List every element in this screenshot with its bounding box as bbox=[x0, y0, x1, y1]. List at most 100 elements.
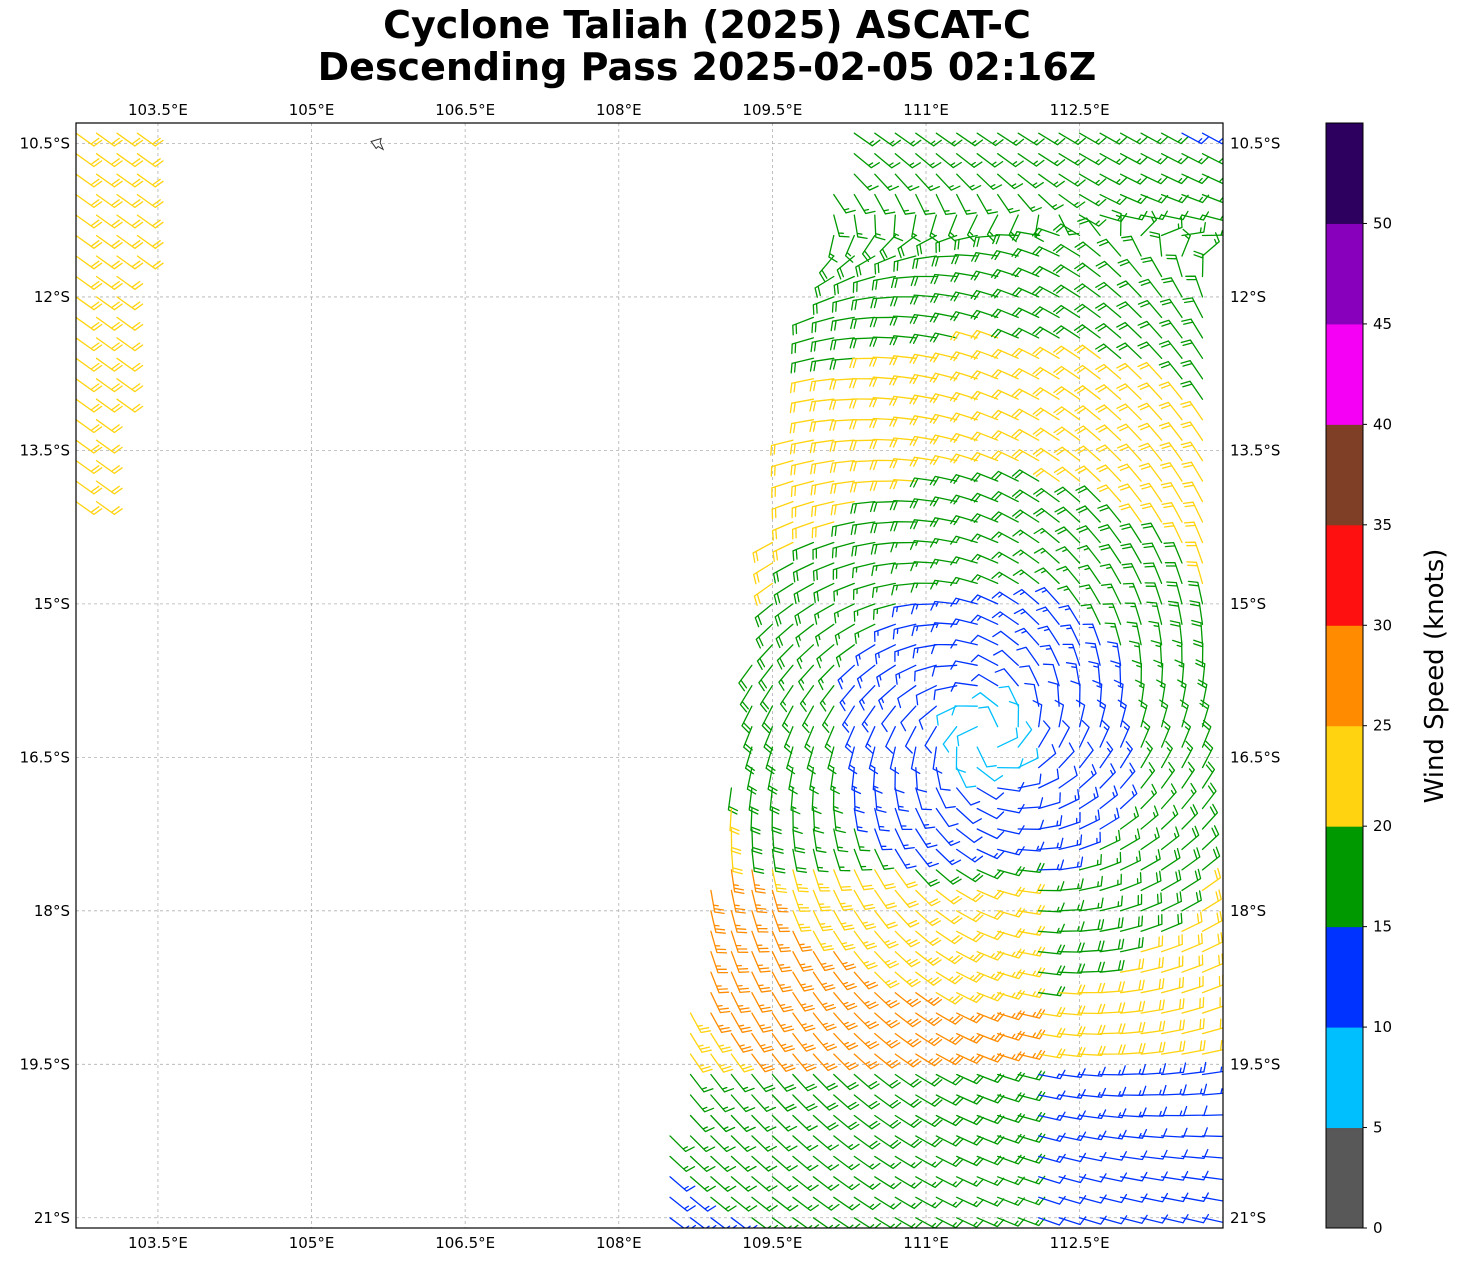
wind-barb bbox=[828, 234, 838, 263]
wind-barb bbox=[894, 971, 921, 988]
wind-barb bbox=[935, 848, 962, 866]
wind-barb bbox=[833, 848, 851, 872]
wind-barb bbox=[814, 603, 835, 625]
wind-barb bbox=[868, 746, 879, 775]
wind-barb bbox=[890, 521, 917, 532]
wind-barb bbox=[1181, 975, 1204, 994]
wind-barb bbox=[1038, 1006, 1066, 1018]
wind-barb bbox=[804, 726, 815, 754]
wind-barb bbox=[833, 951, 857, 971]
wind-barb bbox=[831, 296, 855, 313]
wind-barb bbox=[819, 685, 835, 712]
wind-barb bbox=[956, 848, 984, 863]
wind-barb bbox=[1116, 321, 1142, 339]
wind-barb bbox=[935, 1032, 964, 1045]
wind-barb bbox=[935, 1135, 964, 1147]
wind-barb bbox=[830, 316, 855, 332]
wind-barb bbox=[1199, 699, 1210, 728]
wind-barb bbox=[891, 603, 917, 618]
wind-barb bbox=[812, 1176, 840, 1191]
wind-barb bbox=[771, 910, 790, 933]
wind-barb bbox=[853, 173, 879, 191]
wind-barb bbox=[970, 654, 999, 666]
wind-barb bbox=[1137, 320, 1163, 339]
lat-tick-label-right: 12°S bbox=[1230, 288, 1266, 306]
wind-barb bbox=[786, 746, 796, 775]
wind-barb bbox=[950, 453, 978, 464]
wind-barb bbox=[1201, 803, 1219, 830]
wind-barb bbox=[1160, 173, 1189, 185]
wind-barb bbox=[730, 1012, 753, 1033]
wind-barb bbox=[1110, 660, 1122, 687]
wind-barb bbox=[861, 705, 876, 733]
wind-barb bbox=[1140, 762, 1156, 789]
wind-barb bbox=[976, 1196, 1005, 1207]
wind-barb bbox=[1201, 1040, 1223, 1055]
wind-barb bbox=[849, 377, 876, 389]
wind-barb bbox=[1033, 527, 1060, 544]
wind-barb bbox=[1193, 639, 1204, 666]
wind-barb bbox=[950, 351, 978, 362]
wind-barb bbox=[1099, 851, 1122, 871]
wind-barb bbox=[956, 153, 983, 168]
wind-barb bbox=[1017, 1153, 1046, 1164]
wind-barb bbox=[792, 828, 806, 854]
wind-barb bbox=[1038, 768, 1060, 789]
wind-barb bbox=[116, 255, 144, 270]
wind-barb bbox=[970, 390, 999, 401]
gridlines bbox=[76, 123, 1223, 1228]
wind-barb bbox=[872, 603, 896, 620]
wind-barb bbox=[1077, 564, 1101, 585]
wind-barb bbox=[1078, 132, 1107, 145]
wind-barb bbox=[1058, 856, 1084, 871]
wind-barb bbox=[710, 1094, 735, 1113]
wind-barb bbox=[1099, 1002, 1126, 1014]
wind-barb bbox=[1140, 1106, 1168, 1117]
wind-barb bbox=[1182, 481, 1204, 503]
wind-barb bbox=[793, 582, 815, 605]
wind-barb bbox=[1119, 1064, 1146, 1076]
wind-barb bbox=[1160, 1019, 1185, 1035]
wind-barb bbox=[1117, 258, 1142, 278]
wind-barb bbox=[835, 644, 855, 668]
wind-barb bbox=[136, 153, 164, 168]
wind-barb bbox=[812, 930, 834, 952]
wind-barb bbox=[744, 746, 755, 775]
wind-barb bbox=[950, 535, 978, 545]
wind-barb bbox=[869, 459, 896, 471]
wind-barb bbox=[853, 1032, 880, 1050]
wind-barb bbox=[829, 459, 855, 474]
wind-barb bbox=[889, 746, 900, 775]
wind-barb bbox=[771, 1053, 796, 1072]
wind-barb bbox=[844, 726, 855, 754]
wind-barb bbox=[1119, 958, 1145, 973]
wind-barb bbox=[1160, 1105, 1188, 1117]
wind-barb bbox=[812, 1135, 840, 1151]
wind-barb bbox=[730, 848, 743, 875]
wind-barb bbox=[771, 1114, 798, 1132]
wind-barb bbox=[799, 685, 815, 712]
wind-barb bbox=[1058, 878, 1084, 892]
wind-barb bbox=[1017, 132, 1045, 146]
wind-barb bbox=[748, 787, 759, 815]
wind-barb bbox=[976, 153, 1004, 168]
wind-barb bbox=[830, 766, 840, 795]
wind-barb bbox=[821, 705, 835, 733]
wind-barb bbox=[997, 173, 1024, 190]
wind-barb bbox=[833, 1196, 861, 1211]
wind-barb bbox=[792, 1155, 819, 1172]
lon-tick-label-top: 108°E bbox=[596, 101, 642, 119]
wind-barb bbox=[854, 623, 876, 644]
wind-barb bbox=[1074, 262, 1101, 278]
wind-barb bbox=[1099, 873, 1122, 892]
wind-barb bbox=[950, 474, 978, 485]
wind-barb bbox=[1140, 892, 1163, 912]
wind-barb bbox=[976, 766, 1004, 782]
wind-barb bbox=[829, 439, 855, 452]
wind-barb bbox=[976, 869, 1005, 880]
wind-barb bbox=[1201, 1066, 1223, 1076]
wind-barb bbox=[849, 419, 876, 430]
wind-barb bbox=[1058, 1046, 1086, 1058]
wind-barb bbox=[918, 705, 937, 730]
wind-barb bbox=[801, 705, 815, 734]
